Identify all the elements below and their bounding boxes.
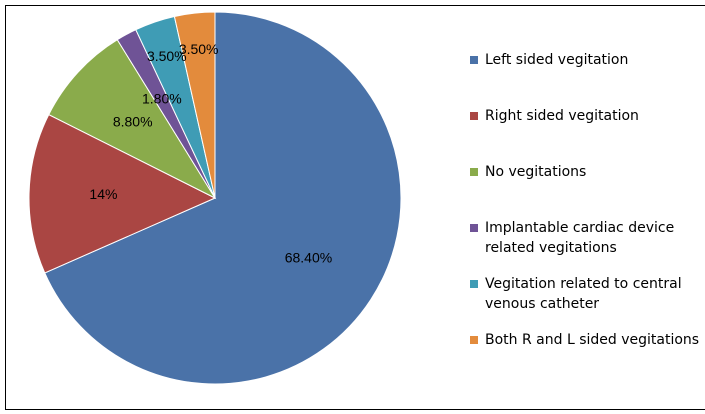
legend-label: No vegitations [485, 164, 587, 180]
data-label: 3.50% [147, 48, 187, 64]
pie-slice [44, 11, 402, 385]
legend-swatch [470, 336, 478, 344]
legend-item: No vegitations [485, 164, 587, 180]
legend-item: Vegitation related to central venous cat… [485, 276, 682, 312]
legend-swatch [470, 56, 478, 64]
data-label: 1.80% [142, 91, 182, 107]
legend-swatch [470, 224, 478, 232]
pie-slice [28, 113, 217, 274]
pie-slice [48, 39, 217, 200]
legend-swatch [470, 168, 478, 176]
legend-item: Both R and L sided vegitations [485, 332, 700, 348]
legend-item: Right sided vegitation [485, 108, 639, 124]
legend-item: Left sided vegitation [485, 52, 629, 68]
data-label: 3.50% [179, 41, 219, 57]
legend-swatch [470, 112, 478, 120]
legend-label: Left sided vegitation [485, 52, 629, 68]
data-label: 8.80% [113, 113, 153, 129]
legend-label: Both R and L sided vegitations [485, 332, 700, 348]
data-label: 14% [89, 186, 117, 202]
data-label: 68.40% [285, 250, 332, 266]
legend-label: Implantable cardiac device related vegit… [485, 220, 675, 256]
legend-swatch [470, 280, 478, 288]
legend-label: Right sided vegitation [485, 108, 639, 124]
pie-slice [173, 11, 216, 199]
legend-item: Implantable cardiac device related vegit… [485, 220, 675, 256]
legend-label: Vegitation related to central venous cat… [485, 276, 682, 312]
